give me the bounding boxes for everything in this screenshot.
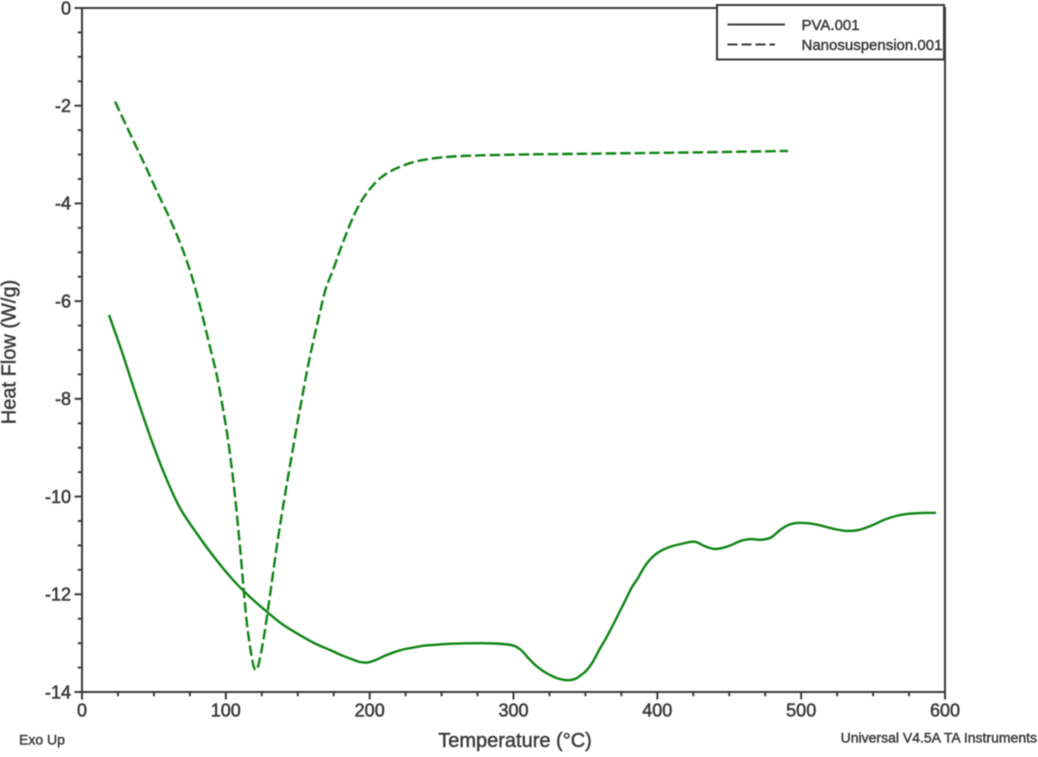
svg-text:-6: -6 — [55, 291, 71, 311]
svg-text:600: 600 — [930, 701, 960, 721]
svg-text:300: 300 — [498, 701, 528, 721]
svg-text:0: 0 — [77, 701, 87, 721]
svg-text:-10: -10 — [45, 487, 71, 507]
svg-text:Nanosuspension.001: Nanosuspension.001 — [802, 37, 943, 54]
svg-text:-8: -8 — [55, 389, 71, 409]
svg-text:-14: -14 — [45, 682, 71, 702]
svg-text:0: 0 — [61, 0, 71, 18]
svg-text:PVA.001: PVA.001 — [802, 17, 860, 34]
svg-text:Heat Flow (W/g): Heat Flow (W/g) — [0, 280, 21, 424]
svg-text:-4: -4 — [55, 194, 71, 214]
svg-text:200: 200 — [355, 701, 385, 721]
svg-text:400: 400 — [642, 701, 672, 721]
svg-text:Exo Up: Exo Up — [19, 732, 65, 748]
svg-text:100: 100 — [211, 701, 241, 721]
svg-text:-2: -2 — [55, 96, 71, 116]
svg-text:Universal V4.5A TA Instruments: Universal V4.5A TA Instruments — [841, 730, 1037, 746]
svg-text:Temperature (°C): Temperature (°C) — [438, 730, 592, 752]
svg-text:-12: -12 — [45, 585, 71, 605]
svg-text:500: 500 — [786, 701, 816, 721]
